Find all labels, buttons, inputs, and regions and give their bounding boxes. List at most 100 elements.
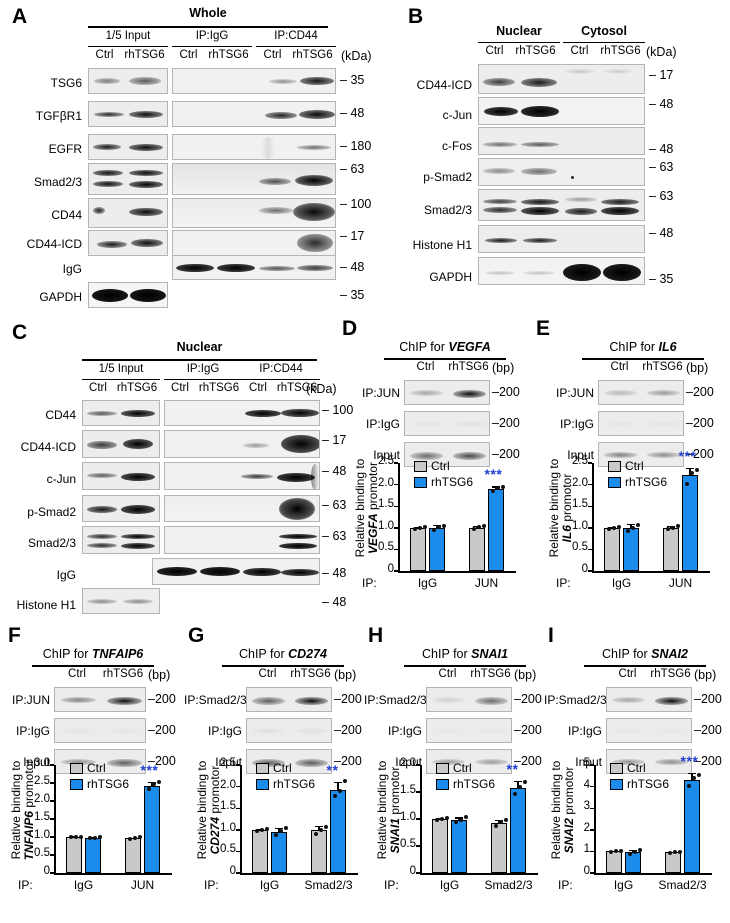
panel-i-ytick-label-4: 4	[583, 778, 590, 791]
panel-g-errorbar-IgG-rhTSG6	[278, 828, 280, 832]
panel-b-group-rule-0	[478, 42, 560, 44]
panel-f-legend-label-rhtsg6: rhTSG6	[87, 777, 130, 791]
panel-h-errorcap-Smad2/3-Ctrl	[495, 819, 503, 821]
panel-e-ytick-3	[588, 505, 592, 507]
panel-i-band-2-1	[655, 759, 688, 765]
panel-g-ytick-5	[236, 764, 240, 766]
panel-h-unit: (bp)	[514, 668, 537, 682]
panel-c-lane-5: rhTSG6	[276, 382, 318, 394]
panel-h-y-axis-title: Relative binding to SNAI1 promotor	[375, 747, 402, 873]
panel-a-lane-2: Ctrl	[179, 49, 198, 61]
panel-f-ytick-label-2: 1.0	[34, 829, 50, 841]
panel-c-gel-input-0	[82, 400, 160, 426]
panel-e-unit: (bp)	[686, 361, 709, 375]
panel-g-band-0-0	[252, 697, 285, 705]
panel-e: E ChIP for IL6 Ctrl rhTSG6 (bp) IP:JUN –200 IP:…	[534, 318, 730, 625]
panel-c-gel-ip-4	[164, 526, 320, 554]
panel-a-row-label-5: CD44-ICD	[26, 237, 82, 251]
panel-e-gene-name: IL6	[658, 340, 677, 354]
panel-e-datapoint-IgG-Ctrl-0	[607, 526, 611, 531]
panel-g-y-axis-title: Relative binding to CD274 promotor	[195, 747, 222, 873]
panel-g-ytick-label-1: 0.5	[220, 843, 236, 856]
panel-h-ytick-4	[416, 764, 420, 766]
panel-d-x-tick-label-0: IgG	[417, 576, 438, 590]
panel-d-datapoint-IgG-Ctrl-1	[418, 525, 422, 530]
panel-g-datapoint-Smad2/3-rhTSG6-0	[333, 794, 337, 799]
panel-c-group-2: IP:CD44	[259, 363, 303, 375]
panel-e-gel-0	[598, 380, 684, 405]
panel-i-bp-1: –200	[694, 723, 722, 737]
panel-d-bp-1: –200	[492, 416, 520, 430]
panel-c-lane-0: Ctrl	[89, 382, 107, 394]
panel-h-errorbar-Smad2/3-rhTSG6	[517, 780, 519, 788]
panel-f-datapoint-JUN-Ctrl-2	[138, 835, 142, 840]
panel-f-ytick-label-6: 3.0	[34, 757, 50, 769]
panel-g-legend-label-rhtsg6: rhTSG6	[273, 777, 316, 791]
panel-d-datapoint-IgG-rhTSG6-0	[432, 527, 436, 532]
panel-h-y-axis-gene: SNAI1	[388, 818, 402, 854]
panel-e-ytick-label-5: 2.5	[572, 455, 588, 467]
panel-d-band-2-1	[453, 452, 486, 460]
panel-c-row-label-6: Histone H1	[16, 598, 76, 612]
panel-g-gel-title-rule	[222, 665, 344, 667]
panel-d-x-axis-label: IP:	[362, 576, 377, 590]
panel-i-ytick-1	[590, 850, 594, 853]
panel-g-bar-IgG-Ctrl	[252, 830, 268, 873]
panel-i-gel-row-label-0: IP:Smad2/3	[544, 693, 607, 707]
panel-b-row-label-0: CD44-ICD	[416, 78, 472, 92]
panel-b-lane-1: rhTSG6	[515, 45, 556, 57]
panel-g-ytick-0	[236, 872, 240, 874]
panel-e-band-2-0	[604, 452, 637, 458]
panel-i-ytick-0	[590, 872, 594, 874]
panel-a-lane-1: rhTSG6	[124, 49, 165, 61]
panel-h-datapoint-IgG-rhTSG6-2	[464, 815, 468, 820]
panel-d-datapoint-IgG-rhTSG6-1	[437, 524, 441, 529]
panel-i-y-axis-title-line2: SNAI2 promotor	[562, 747, 576, 873]
panel-i-bar-Smad2/3-rhTSG6	[684, 779, 700, 873]
panel-h-lane-ctrl: Ctrl	[438, 668, 457, 680]
panel-i-errorbar-Smad2/3-rhTSG6	[691, 772, 693, 780]
panel-d-ytick-3	[394, 505, 398, 507]
panel-e-x-axis-label: IP:	[556, 576, 571, 590]
panel-g-datapoint-IgG-rhTSG6-0	[274, 832, 278, 837]
panel-f: F ChIP for TNFAIP6 Ctrl rhTSG6 (bp) IP:JUN –20…	[0, 625, 186, 923]
panel-f-band-2-0	[61, 759, 96, 765]
panel-g-lane-ctrl: Ctrl	[258, 668, 277, 680]
panel-c-mw-5: – 48	[322, 566, 347, 580]
panel-i-datapoint-IgG-Ctrl-0	[609, 850, 613, 855]
panel-e-band-2-1	[647, 452, 680, 458]
panel-b-row-label-4: Smad2/3	[423, 203, 472, 217]
panel-h-ytick-label-3: 1.5	[400, 784, 416, 796]
panel-h-bar-Smad2/3-rhTSG6	[510, 787, 526, 873]
panel-e-gel-title-rule	[582, 358, 704, 360]
panel-a-group-rule-0	[88, 46, 168, 48]
panel-d-errorbar-IgG-rhTSG6	[436, 525, 438, 528]
panel-f-ytick-2	[50, 836, 54, 838]
panel-h-ytick-0	[416, 872, 420, 874]
panel-e-y-axis	[592, 463, 594, 571]
panel-e-lane-rhtsg6: rhTSG6	[642, 361, 683, 373]
panel-e-band-1-0	[604, 421, 637, 427]
panel-i-x-axis-label: IP:	[558, 878, 573, 892]
panel-b-gel-2	[478, 127, 645, 155]
panel-c-gel-ip-3	[164, 495, 320, 522]
panel-a-unit: (kDa)	[341, 49, 372, 63]
panel-b-gel-0	[478, 64, 645, 94]
panel-e-ytick-2	[588, 527, 592, 529]
panel-d-ytick-1	[394, 548, 398, 551]
panel-f-datapoint-IgG-rhTSG6-1	[93, 835, 97, 840]
panel-d-bar-IgG-rhTSG6	[429, 527, 445, 571]
panel-d-chip-for-label: ChIP for	[399, 340, 449, 354]
panel-f-ytick-label-3: 1.5	[34, 811, 50, 823]
panel-g-x-axis-label: IP:	[204, 878, 219, 892]
panel-e-datapoint-IgG-Ctrl-1	[612, 525, 616, 530]
panel-f-x-axis-label: IP:	[18, 878, 33, 892]
panel-a-row-label-6: IgG	[62, 262, 82, 276]
panel-g-datapoint-Smad2/3-Ctrl-2	[324, 824, 328, 829]
panel-e-legend-label-ctrl: Ctrl	[625, 459, 644, 473]
panel-g-y-axis-promotor: promotor	[208, 765, 222, 817]
panel-b-lane-2: Ctrl	[570, 45, 589, 57]
panel-d-bp-0: –200	[492, 385, 520, 399]
panel-f-band-0-1	[107, 697, 142, 705]
panel-e-datapoint-IgG-rhTSG6-2	[636, 523, 640, 528]
